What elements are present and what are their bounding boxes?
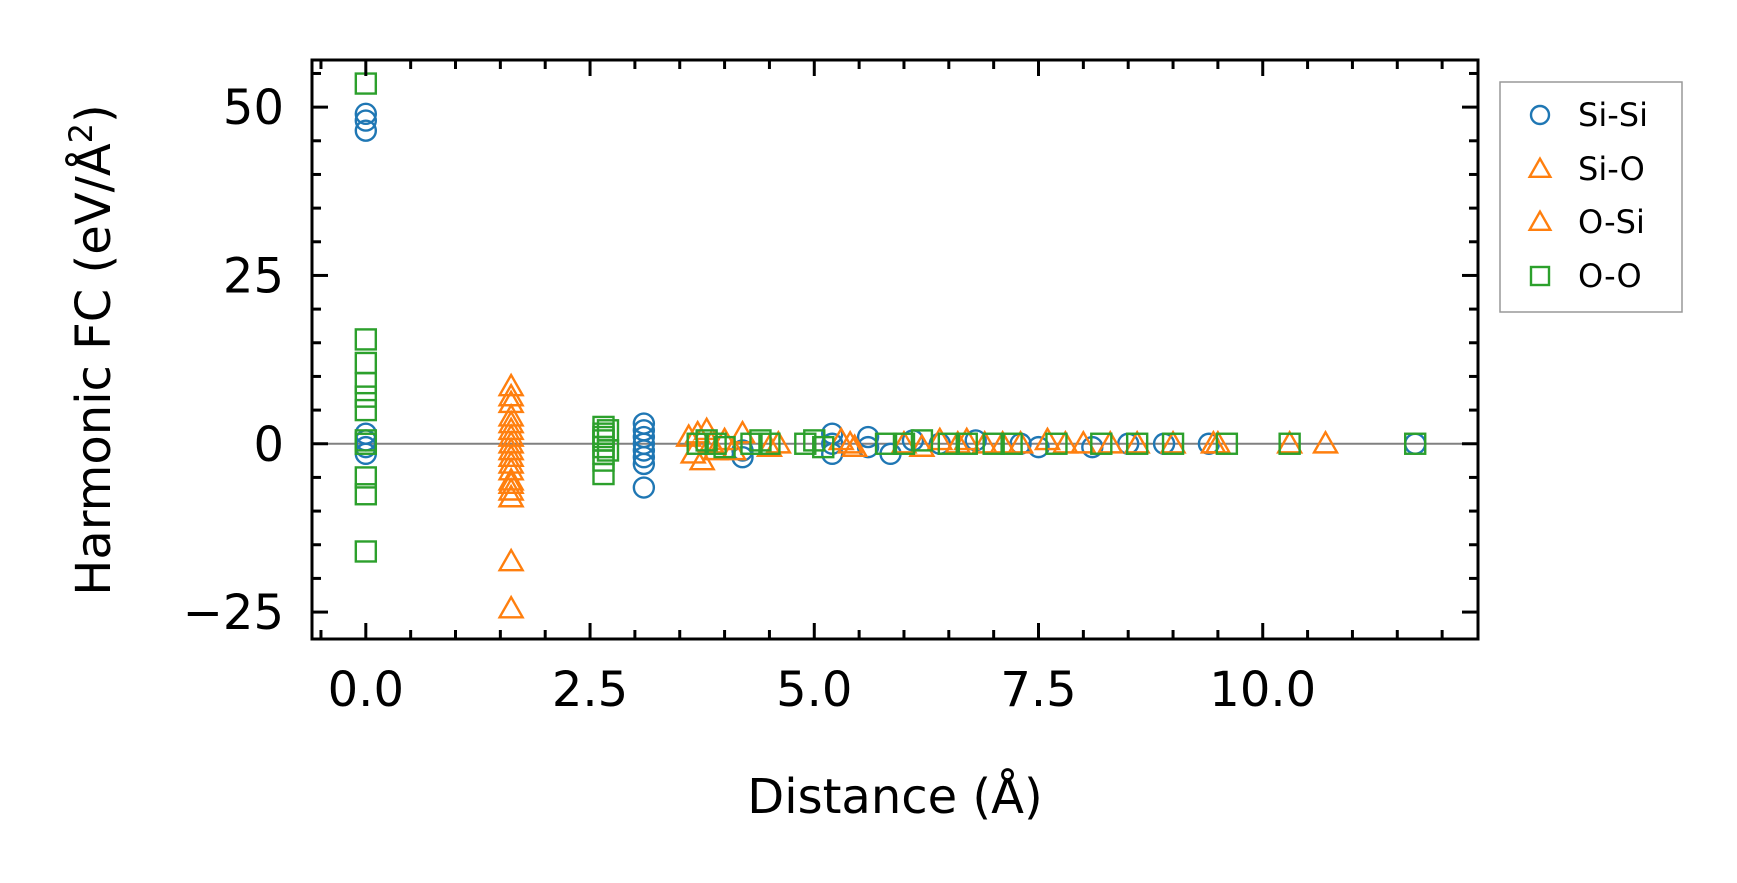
legend-marker-o-o <box>1529 265 1551 287</box>
data-point <box>982 432 1005 455</box>
data-point <box>688 446 716 471</box>
legend-marker-si-si <box>1529 104 1551 126</box>
data-point <box>719 436 748 461</box>
y-axis-title-close: ) <box>66 104 122 123</box>
data-point <box>1161 432 1185 455</box>
data-point <box>354 540 378 563</box>
data-point <box>497 476 525 501</box>
data-point <box>354 102 378 126</box>
data-point <box>1069 429 1097 454</box>
x-tick-label: 5.0 <box>776 662 852 718</box>
legend: Si-Si Si-O O-Si O-O <box>1499 81 1683 313</box>
data-point <box>755 433 783 457</box>
data-point <box>497 466 525 491</box>
data-point <box>1000 432 1023 455</box>
legend-label-o-o: O-O <box>1578 257 1642 295</box>
data-point <box>354 483 378 506</box>
y-tick-label: 50 <box>223 80 284 136</box>
data-point <box>632 476 656 499</box>
data-point <box>354 398 378 422</box>
legend-label-si-o: Si-O <box>1578 150 1645 188</box>
data-point <box>354 385 378 408</box>
data-point <box>937 432 961 455</box>
data-point <box>592 425 615 449</box>
x-tick-label: 7.5 <box>1000 662 1076 718</box>
data-point <box>1404 432 1427 455</box>
x-tick-label: 10.0 <box>1209 662 1316 718</box>
data-point <box>1090 432 1113 455</box>
data-point <box>632 439 656 462</box>
x-axis-title: Distance (Å) <box>747 768 1042 825</box>
y-tick-label: 0 <box>253 417 284 473</box>
data-point <box>874 432 898 455</box>
legend-marker-o-si <box>1527 209 1553 231</box>
data-point <box>497 547 525 572</box>
plot-frame <box>310 58 1480 641</box>
data-point <box>1199 429 1227 454</box>
data-point <box>354 328 378 351</box>
data-point <box>497 436 525 461</box>
y-axis-title: Harmonic FC (eV/Å2) <box>62 104 122 596</box>
data-point <box>841 433 869 457</box>
data-point <box>497 443 525 468</box>
data-point <box>908 433 936 457</box>
y-axis-title-main: Harmonic FC (eV/Å <box>65 143 122 596</box>
data-point <box>836 429 864 454</box>
data-point <box>497 372 525 397</box>
legend-marker-si-o <box>1527 156 1553 178</box>
data-point <box>1215 432 1239 455</box>
data-point <box>497 594 525 619</box>
data-point <box>596 439 620 462</box>
data-point <box>910 429 934 452</box>
data-point <box>592 462 615 486</box>
data-point <box>892 432 916 455</box>
data-point <box>354 109 378 132</box>
data-point <box>497 470 525 494</box>
y-tick-label: 25 <box>223 248 284 304</box>
data-point <box>632 452 656 476</box>
x-tick-label: 2.5 <box>552 662 628 718</box>
data-point <box>1278 432 1301 455</box>
data-point <box>1125 432 1149 455</box>
data-point <box>713 435 736 459</box>
data-point <box>1045 432 1068 455</box>
y-tick-label: −25 <box>183 585 284 641</box>
data-point <box>1276 429 1304 454</box>
legend-label-o-si: O-Si <box>1578 203 1645 241</box>
series-o-o <box>354 72 1427 563</box>
data-point <box>758 432 781 455</box>
data-point <box>497 483 525 508</box>
data-point <box>354 429 378 452</box>
data-point <box>354 466 378 489</box>
data-point <box>890 429 918 454</box>
data-point <box>354 371 378 395</box>
data-point <box>1123 429 1151 454</box>
data-point <box>1311 429 1340 454</box>
y-axis-title-superscript: 2 <box>62 123 100 143</box>
data-point <box>812 435 835 459</box>
data-point <box>354 119 378 142</box>
data-point <box>1159 429 1187 454</box>
data-point <box>497 409 525 434</box>
data-point <box>955 432 978 455</box>
data-point <box>632 446 656 469</box>
legend-label-si-si: Si-Si <box>1578 96 1648 134</box>
x-tick-label: 0.0 <box>328 662 404 718</box>
data-point <box>856 425 880 449</box>
data-point <box>497 423 525 447</box>
